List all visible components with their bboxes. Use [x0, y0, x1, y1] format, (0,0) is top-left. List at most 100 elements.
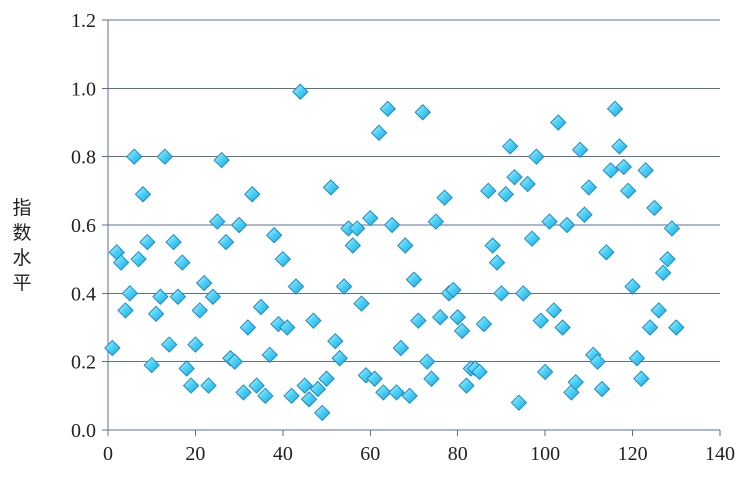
y-axis-ticks: 0.0 0.2 0.4 0.6 0.8 1.0 1.2	[71, 10, 108, 442]
data-point	[571, 141, 589, 159]
data-point	[362, 209, 379, 227]
data-point	[668, 319, 685, 336]
x-tick-label: 120	[618, 443, 648, 465]
data-point	[265, 227, 283, 244]
data-point	[353, 295, 370, 312]
x-tick-label: 60	[360, 443, 380, 465]
data-point	[532, 312, 549, 329]
data-point	[445, 281, 462, 299]
data-point	[436, 189, 453, 206]
data-point	[191, 302, 209, 319]
data-point	[432, 309, 449, 326]
x-tick-label: 20	[185, 443, 205, 465]
data-point	[602, 162, 619, 179]
data-point	[335, 278, 353, 295]
data-point	[160, 336, 178, 353]
data-point	[654, 264, 672, 282]
data-point	[244, 186, 261, 203]
data-point	[274, 250, 292, 268]
data-point	[567, 373, 584, 391]
data-point	[217, 233, 235, 251]
data-point	[370, 124, 388, 141]
data-point	[261, 346, 278, 364]
data-point	[322, 179, 340, 196]
data-point	[637, 162, 654, 179]
data-point	[449, 309, 466, 326]
data-point	[633, 370, 650, 387]
data-point	[252, 298, 270, 316]
data-point	[628, 350, 646, 367]
data-point	[536, 363, 554, 381]
data-point	[475, 315, 493, 333]
data-point	[388, 384, 405, 401]
data-points	[104, 83, 685, 422]
data-point	[523, 230, 541, 247]
data-point	[156, 148, 174, 165]
data-point	[471, 363, 488, 381]
data-point	[134, 186, 152, 203]
data-point	[663, 220, 681, 237]
data-point	[117, 302, 134, 319]
data-point	[458, 377, 475, 394]
data-point	[309, 380, 327, 398]
data-point	[348, 220, 366, 237]
data-point	[318, 370, 335, 387]
y-tick-label: 1.2	[71, 10, 96, 32]
data-point	[392, 339, 410, 357]
data-point	[296, 377, 313, 394]
data-point	[152, 288, 169, 305]
data-point	[230, 216, 248, 234]
data-point	[589, 353, 606, 370]
data-point	[598, 244, 615, 261]
data-point	[375, 384, 392, 401]
data-point	[200, 377, 217, 394]
data-point	[541, 213, 558, 230]
data-point	[248, 377, 265, 394]
x-axis-ticks: 0 20 40 60 80 100 120 140	[103, 430, 735, 465]
data-point	[580, 179, 598, 196]
data-point	[187, 336, 204, 353]
data-point	[204, 288, 222, 305]
data-point	[257, 387, 274, 405]
data-point	[292, 83, 309, 100]
data-point	[169, 288, 187, 305]
data-point	[619, 182, 637, 200]
data-point	[611, 138, 628, 155]
data-point	[501, 138, 519, 155]
y-tick-label: 1.0	[71, 78, 96, 100]
data-point	[401, 387, 418, 405]
data-point	[510, 394, 528, 411]
data-point	[126, 148, 143, 165]
data-point	[606, 100, 624, 118]
y-tick-label: 0.2	[71, 352, 96, 374]
data-point	[213, 151, 230, 169]
data-point	[182, 377, 200, 394]
data-point	[112, 254, 130, 271]
data-point	[383, 216, 401, 234]
data-point	[497, 186, 515, 203]
data-point	[515, 285, 532, 302]
data-point	[143, 356, 160, 374]
data-point	[405, 271, 423, 288]
x-tick-label: 0	[103, 443, 113, 465]
y-tick-label: 0.6	[71, 215, 96, 237]
data-point	[279, 319, 296, 336]
data-point	[506, 168, 523, 186]
data-point	[327, 332, 344, 350]
data-point	[453, 322, 471, 340]
data-point	[423, 370, 440, 387]
data-point	[528, 148, 545, 165]
data-point	[646, 199, 663, 217]
x-tick-label: 100	[530, 443, 560, 465]
data-point	[550, 114, 567, 131]
data-point	[300, 391, 318, 408]
data-point	[379, 100, 396, 118]
data-point	[397, 237, 414, 254]
data-point	[410, 312, 427, 329]
data-point	[344, 237, 362, 254]
data-point	[480, 182, 497, 200]
data-point	[615, 158, 633, 176]
data-point	[235, 384, 252, 401]
y-tick-label: 0.0	[71, 420, 96, 442]
